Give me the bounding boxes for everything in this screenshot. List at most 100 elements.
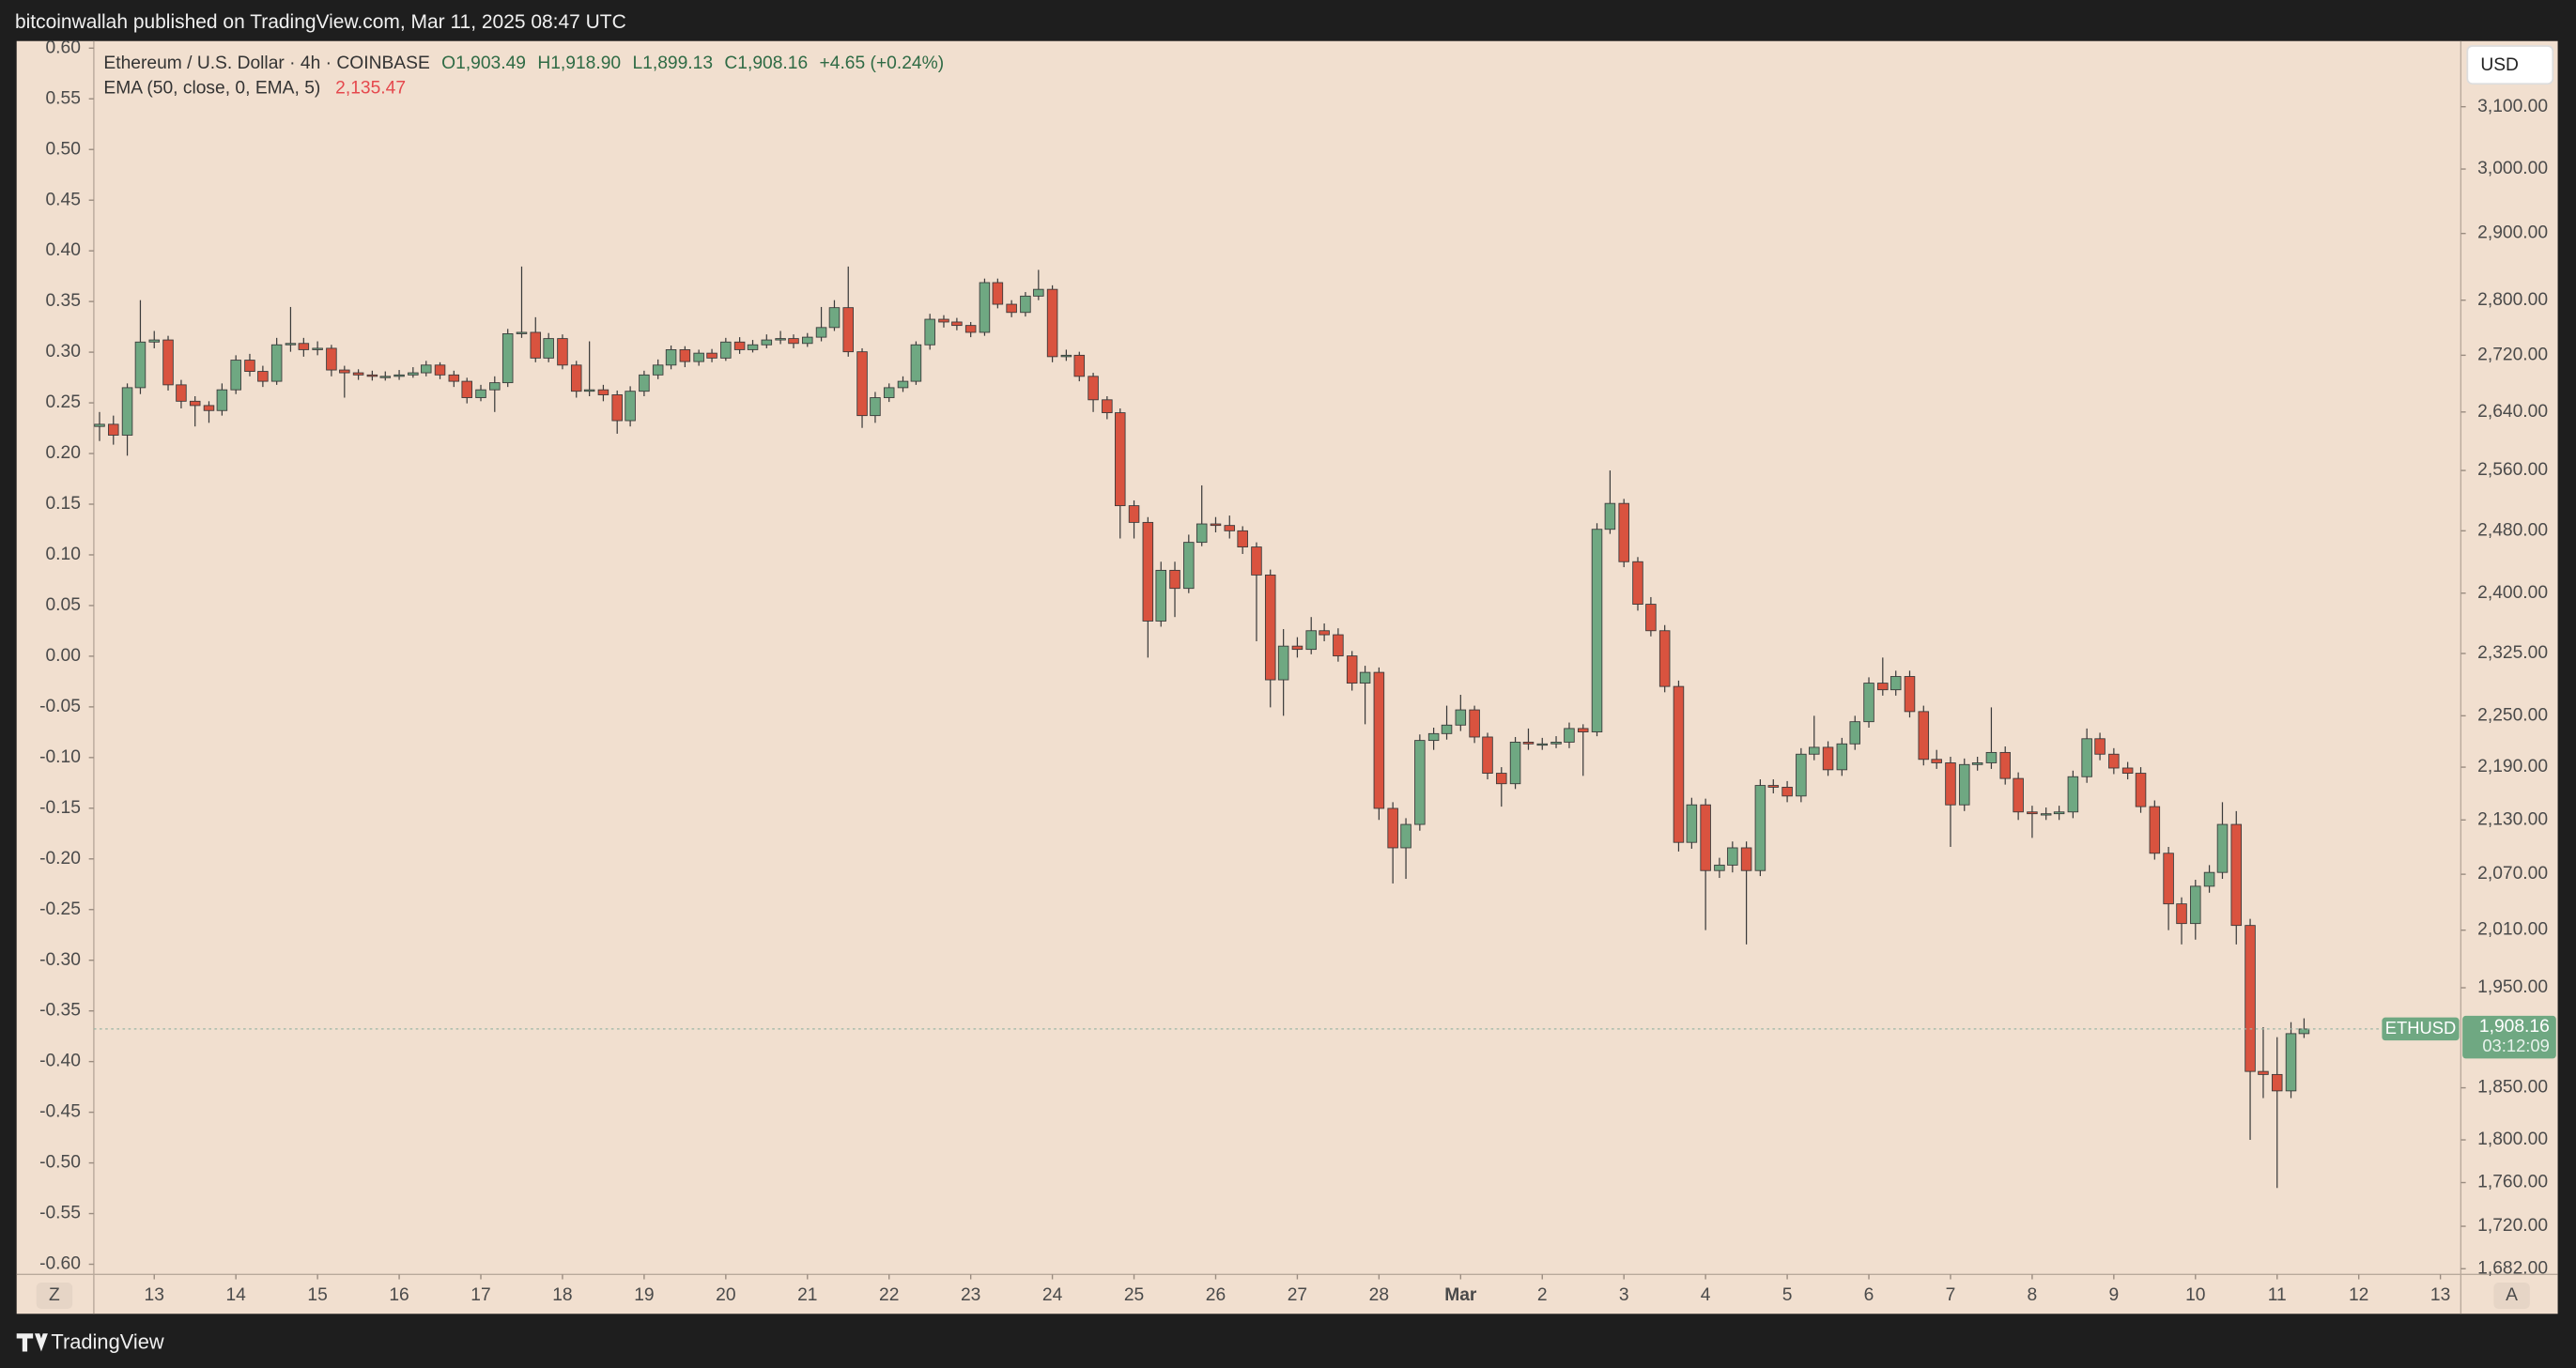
auto-button[interactable] (2493, 1283, 2530, 1310)
currency-button[interactable] (2466, 45, 2554, 85)
candle-body (2081, 738, 2092, 777)
indicator-value: 2,135.47 (335, 79, 406, 99)
candle-body (244, 360, 255, 373)
zoom-button[interactable] (36, 1283, 73, 1310)
candle-body (815, 327, 827, 338)
candle-body (2298, 1028, 2310, 1035)
candle-body (94, 423, 105, 427)
candle-body (1863, 683, 1874, 723)
candle-body (2108, 753, 2120, 769)
candle-body (1673, 685, 1685, 843)
candle-body (557, 338, 568, 366)
y-tick-label: 1,850.00 (2477, 1078, 2548, 1098)
candle-body (910, 344, 922, 382)
candle-body (1373, 671, 1385, 809)
candle-body (625, 391, 636, 422)
y2-tick-label: 0.05 (45, 595, 80, 615)
candle-body (1985, 751, 1998, 763)
candle-body (1618, 502, 1629, 562)
candle-body (1441, 724, 1453, 734)
candle-body (393, 374, 405, 377)
x-tick-label: 10 (2185, 1285, 2205, 1305)
candle-body (1849, 721, 1861, 745)
candle-body (1224, 525, 1236, 531)
currency-label: USD (2480, 55, 2519, 75)
candle-body (1400, 823, 1411, 849)
candle-body (639, 374, 650, 392)
candle-body (352, 372, 364, 376)
candle-body (597, 389, 609, 395)
y-tick-label: 3,100.00 (2477, 97, 2548, 116)
x-tick-label: 11 (2268, 1285, 2287, 1305)
x-tick-label: 9 (2109, 1285, 2120, 1305)
candle-body (1264, 574, 1276, 681)
y-tick-label: 1,682.00 (2477, 1258, 2548, 1278)
ohlc-change: +4.65 (+0.24%) (820, 54, 945, 73)
candle-body (1796, 753, 1807, 797)
y2-tick-label: 0.10 (45, 545, 80, 564)
candle-body (2176, 903, 2187, 925)
candle-body (1727, 847, 1738, 866)
candle-body (1291, 645, 1303, 651)
candle-body (1890, 676, 1902, 691)
candle-body (2230, 823, 2243, 927)
candle-body (108, 423, 119, 436)
x-tick-label: 14 (225, 1285, 246, 1305)
x-tick-label: 27 (1288, 1285, 1307, 1305)
x-tick-label: 21 (797, 1285, 817, 1305)
y2-tick-label: 0.40 (45, 240, 80, 260)
candle-body (1237, 530, 1248, 548)
candle-body (1359, 671, 1371, 684)
x-tick-label: 26 (1206, 1285, 1226, 1305)
y-tick-label: 1,800.00 (2477, 1130, 2548, 1149)
y-tick-label: 3,000.00 (2477, 159, 2548, 178)
y2-tick-label: -0.05 (39, 697, 81, 716)
ohlc-close: C1,908.16 (724, 54, 808, 73)
candle-body (148, 339, 160, 343)
x-tick-label: 22 (879, 1285, 899, 1305)
candle-body (1115, 412, 1126, 507)
indicator-line: EMA (50, close, 0, EMA, 5) 2,135.47 (103, 79, 406, 99)
candle-body (1714, 864, 1725, 871)
candle-body (842, 307, 855, 353)
candle-body (1073, 354, 1086, 377)
candle-body (1971, 762, 1983, 765)
y-tick-label: 1,760.00 (2477, 1173, 2548, 1192)
indicator-name: EMA (50, close, 0, EMA, 5) (103, 79, 320, 99)
candle-body (2053, 811, 2065, 815)
y-tick-label: 2,400.00 (2477, 583, 2548, 603)
y2-tick-label: -0.20 (39, 849, 81, 868)
candle-body (1142, 521, 1154, 622)
candle-body (775, 338, 786, 341)
candle-body (2135, 773, 2147, 807)
x-tick-label: 20 (716, 1285, 735, 1305)
x-tick-label: 2 (1537, 1285, 1548, 1305)
candle-body (230, 360, 241, 391)
price-tag (2462, 1015, 2556, 1059)
candle-body (1060, 354, 1072, 358)
y-tick-label: 2,640.00 (2477, 402, 2548, 422)
y2-tick-label: -0.60 (39, 1254, 81, 1274)
x-tick-label: 25 (1124, 1285, 1144, 1305)
candle-body (1020, 295, 1031, 314)
candle-body (1469, 709, 1480, 738)
candle-body (1632, 561, 1643, 606)
candle-body (121, 387, 133, 436)
x-tick-label: 4 (1701, 1285, 1711, 1305)
x-tick-label: 16 (389, 1285, 409, 1305)
candle-body (1700, 804, 1711, 871)
candle-body (583, 389, 595, 392)
y-tick-label: 2,480.00 (2477, 520, 2548, 540)
legend-line: Ethereum / U.S. Dollar · 4h · COINBASE O… (103, 54, 944, 73)
x-tick-label: 28 (1369, 1285, 1389, 1305)
candle-body (761, 339, 773, 346)
candle-body (1522, 742, 1535, 745)
y-tick-label: 2,800.00 (2477, 290, 2548, 310)
candle-body (693, 352, 704, 362)
y2-tick-label: -0.25 (39, 899, 81, 919)
candle-body (570, 364, 582, 392)
x-tick-label: 19 (634, 1285, 654, 1305)
y2-tick-label: 0.45 (45, 190, 80, 209)
candle-body (2203, 871, 2215, 887)
